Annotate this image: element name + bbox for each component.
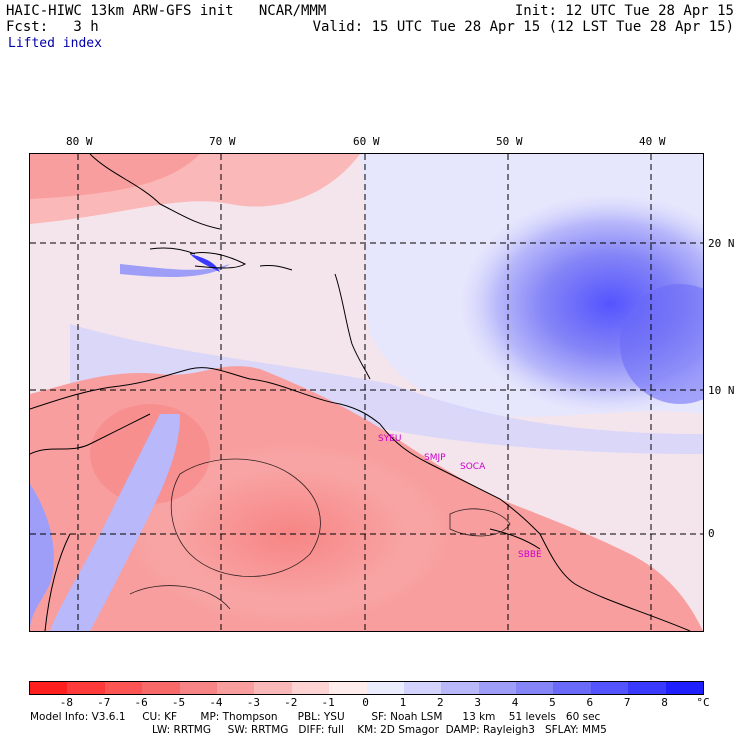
station-syeu: SYEU xyxy=(378,434,402,444)
colorbar-tick-label: -4 xyxy=(209,696,223,709)
station-sbbe: SBBE xyxy=(518,550,542,560)
field-name: Lifted index xyxy=(8,36,102,51)
colorbar-swatch xyxy=(104,682,143,694)
colorbar-swatch xyxy=(30,682,68,694)
colorbar-swatch xyxy=(254,682,292,694)
footer-physics: LW: RRTMG SW: RRTMG DIFF: full KM: 2D Sm… xyxy=(152,724,607,736)
colorbar-tick-label: -5 xyxy=(171,696,186,709)
colorbar-swatch xyxy=(478,682,517,694)
colorbar-tick-label: -7 xyxy=(97,696,111,709)
colorbar xyxy=(29,681,704,695)
colorbar-swatch xyxy=(67,682,105,694)
colorbar-swatch xyxy=(366,682,404,694)
colorbar-tick-label: 7 xyxy=(623,696,631,709)
colorbar-tick-label: 4 xyxy=(511,696,519,709)
lon-label-60w: 60 W xyxy=(353,135,380,148)
lon-label-70w: 70 W xyxy=(209,135,236,148)
colorbar-swatch xyxy=(403,682,442,694)
colorbar-swatch xyxy=(142,682,180,694)
colorbar-swatch xyxy=(553,682,591,694)
lat-label-20n: 20 N xyxy=(708,237,735,250)
colorbar-tick-label: -8 xyxy=(59,696,73,709)
colorbar-tick-label: 3 xyxy=(474,696,481,709)
colorbar-tick-label: 8 xyxy=(661,696,668,709)
map-canvas xyxy=(30,154,703,631)
colorbar-swatch xyxy=(441,682,479,694)
colorbar-swatch xyxy=(291,682,330,694)
coastlines xyxy=(30,154,691,631)
colorbar-tick-label: 5 xyxy=(549,696,556,709)
colorbar-swatch xyxy=(628,682,666,694)
colorbar-swatch xyxy=(516,682,554,694)
colorbar-tick-label: 0 xyxy=(362,696,369,709)
colorbar-swatch xyxy=(590,682,629,694)
colorbar-tick-label: -3 xyxy=(246,696,260,709)
lon-label-80w: 80 W xyxy=(66,135,93,148)
lat-label-10n: 10 N xyxy=(708,384,735,397)
colorbar-swatch xyxy=(665,682,704,694)
footer-model-info: Model Info: V3.6.1 CU: KF MP: Thompson P… xyxy=(30,711,601,723)
colorbar-tick-label: -1 xyxy=(321,696,335,709)
li-contours xyxy=(129,458,511,610)
colorbar-tick-label: -2 xyxy=(284,696,298,709)
station-soca: SOCA xyxy=(460,462,486,472)
lifted-index-map: SYEU SMJP SOCA SBBE xyxy=(29,153,704,632)
init-time: Init: 12 UTC Tue 28 Apr 15 xyxy=(514,3,734,19)
colorbar-swatch xyxy=(179,682,217,694)
station-smjp: SMJP xyxy=(424,453,446,463)
colorbar-unit: °C xyxy=(696,696,710,709)
valid-time: Valid: 15 UTC Tue 28 Apr 15 (12 LST Tue … xyxy=(312,19,734,35)
colorbar-swatch xyxy=(329,682,367,694)
forecast-hour: Fcst: 3 h xyxy=(6,19,99,35)
colorbar-tick-label: 1 xyxy=(399,696,407,709)
model-title: HAIC-HIWC 13km ARW-GFS init NCAR/MMM xyxy=(6,3,327,19)
colorbar-tick-label: 2 xyxy=(436,696,444,709)
lon-label-40w: 40 W xyxy=(639,135,666,148)
colorbar-tick-label: -6 xyxy=(134,696,148,709)
lon-label-50w: 50 W xyxy=(496,135,523,148)
lat-label-0: 0 xyxy=(708,527,715,540)
lat-lon-grid xyxy=(30,154,703,631)
colorbar-tick-label: 6 xyxy=(586,696,594,709)
colorbar-swatch xyxy=(216,682,255,694)
